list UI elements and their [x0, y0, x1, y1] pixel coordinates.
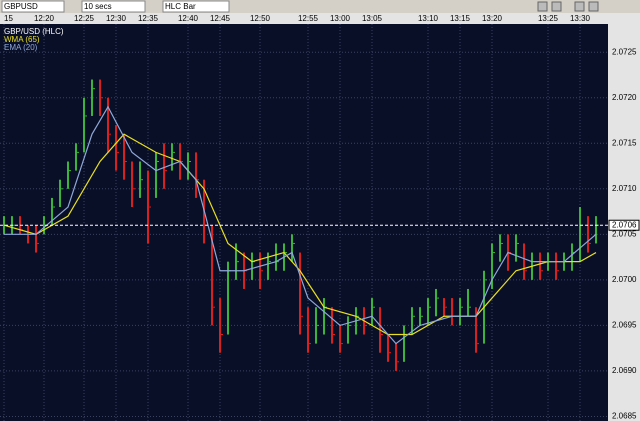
indicator-line — [4, 105, 597, 345]
y-tick-label: 2.0710 — [612, 184, 637, 193]
tool-icon[interactable] — [588, 1, 599, 12]
x-tick-label: 12:45 — [210, 14, 231, 23]
x-tick-label: 13:00 — [330, 14, 351, 23]
indicator-line — [3, 133, 597, 336]
bar-type-field[interactable] — [162, 0, 230, 13]
y-tick-label: 2.0715 — [612, 138, 637, 147]
interval: 10 secs — [84, 2, 112, 11]
tool-icon[interactable] — [551, 1, 562, 12]
y-tick-label: 2.0720 — [612, 93, 637, 102]
legend-entry: GBP/USD (HLC) — [4, 27, 64, 36]
y-tick-label: 2.0725 — [612, 47, 637, 56]
last-price-label: 2.0706 — [612, 220, 637, 229]
y-tick-label: 2.0705 — [612, 229, 637, 238]
time-axis — [0, 13, 640, 24]
bar-type: HLC Bar — [165, 2, 196, 11]
y-tick-label: 2.0700 — [612, 275, 637, 284]
tool-icon[interactable] — [537, 1, 548, 12]
x-tick-label: 13:25 — [538, 14, 559, 23]
x-tick-label: 13:20 — [482, 14, 503, 23]
last-price-box — [608, 219, 640, 231]
tool-icon[interactable] — [574, 1, 585, 12]
x-tick-label: 12:20 — [34, 14, 55, 23]
x-tick-label: 13:15 — [450, 14, 471, 23]
x-tick-label: 13:05 — [362, 14, 383, 23]
y-tick-label: 2.0690 — [612, 366, 637, 375]
x-tick-label: 12:30 — [106, 14, 127, 23]
x-tick-label: 12:35 — [138, 14, 159, 23]
x-tick-label: 12:50 — [250, 14, 271, 23]
x-tick-label: 15 — [4, 14, 13, 23]
interval-field[interactable] — [81, 0, 146, 13]
y-tick-label: 2.0695 — [612, 321, 637, 330]
legend-entry: EMA (20) — [4, 43, 38, 52]
x-tick-label: 12:55 — [298, 14, 319, 23]
y-tick-label: 2.0685 — [612, 412, 637, 421]
x-tick-label: 12:40 — [178, 14, 199, 23]
symbol-field[interactable] — [1, 0, 65, 13]
x-tick-label: 12:25 — [74, 14, 95, 23]
symbol: GBPUSD — [4, 2, 38, 11]
legend-entry: WMA (65) — [4, 35, 40, 44]
x-tick-label: 13:10 — [418, 14, 439, 23]
toolbar — [0, 0, 640, 13]
x-tick-label: 13:30 — [570, 14, 591, 23]
